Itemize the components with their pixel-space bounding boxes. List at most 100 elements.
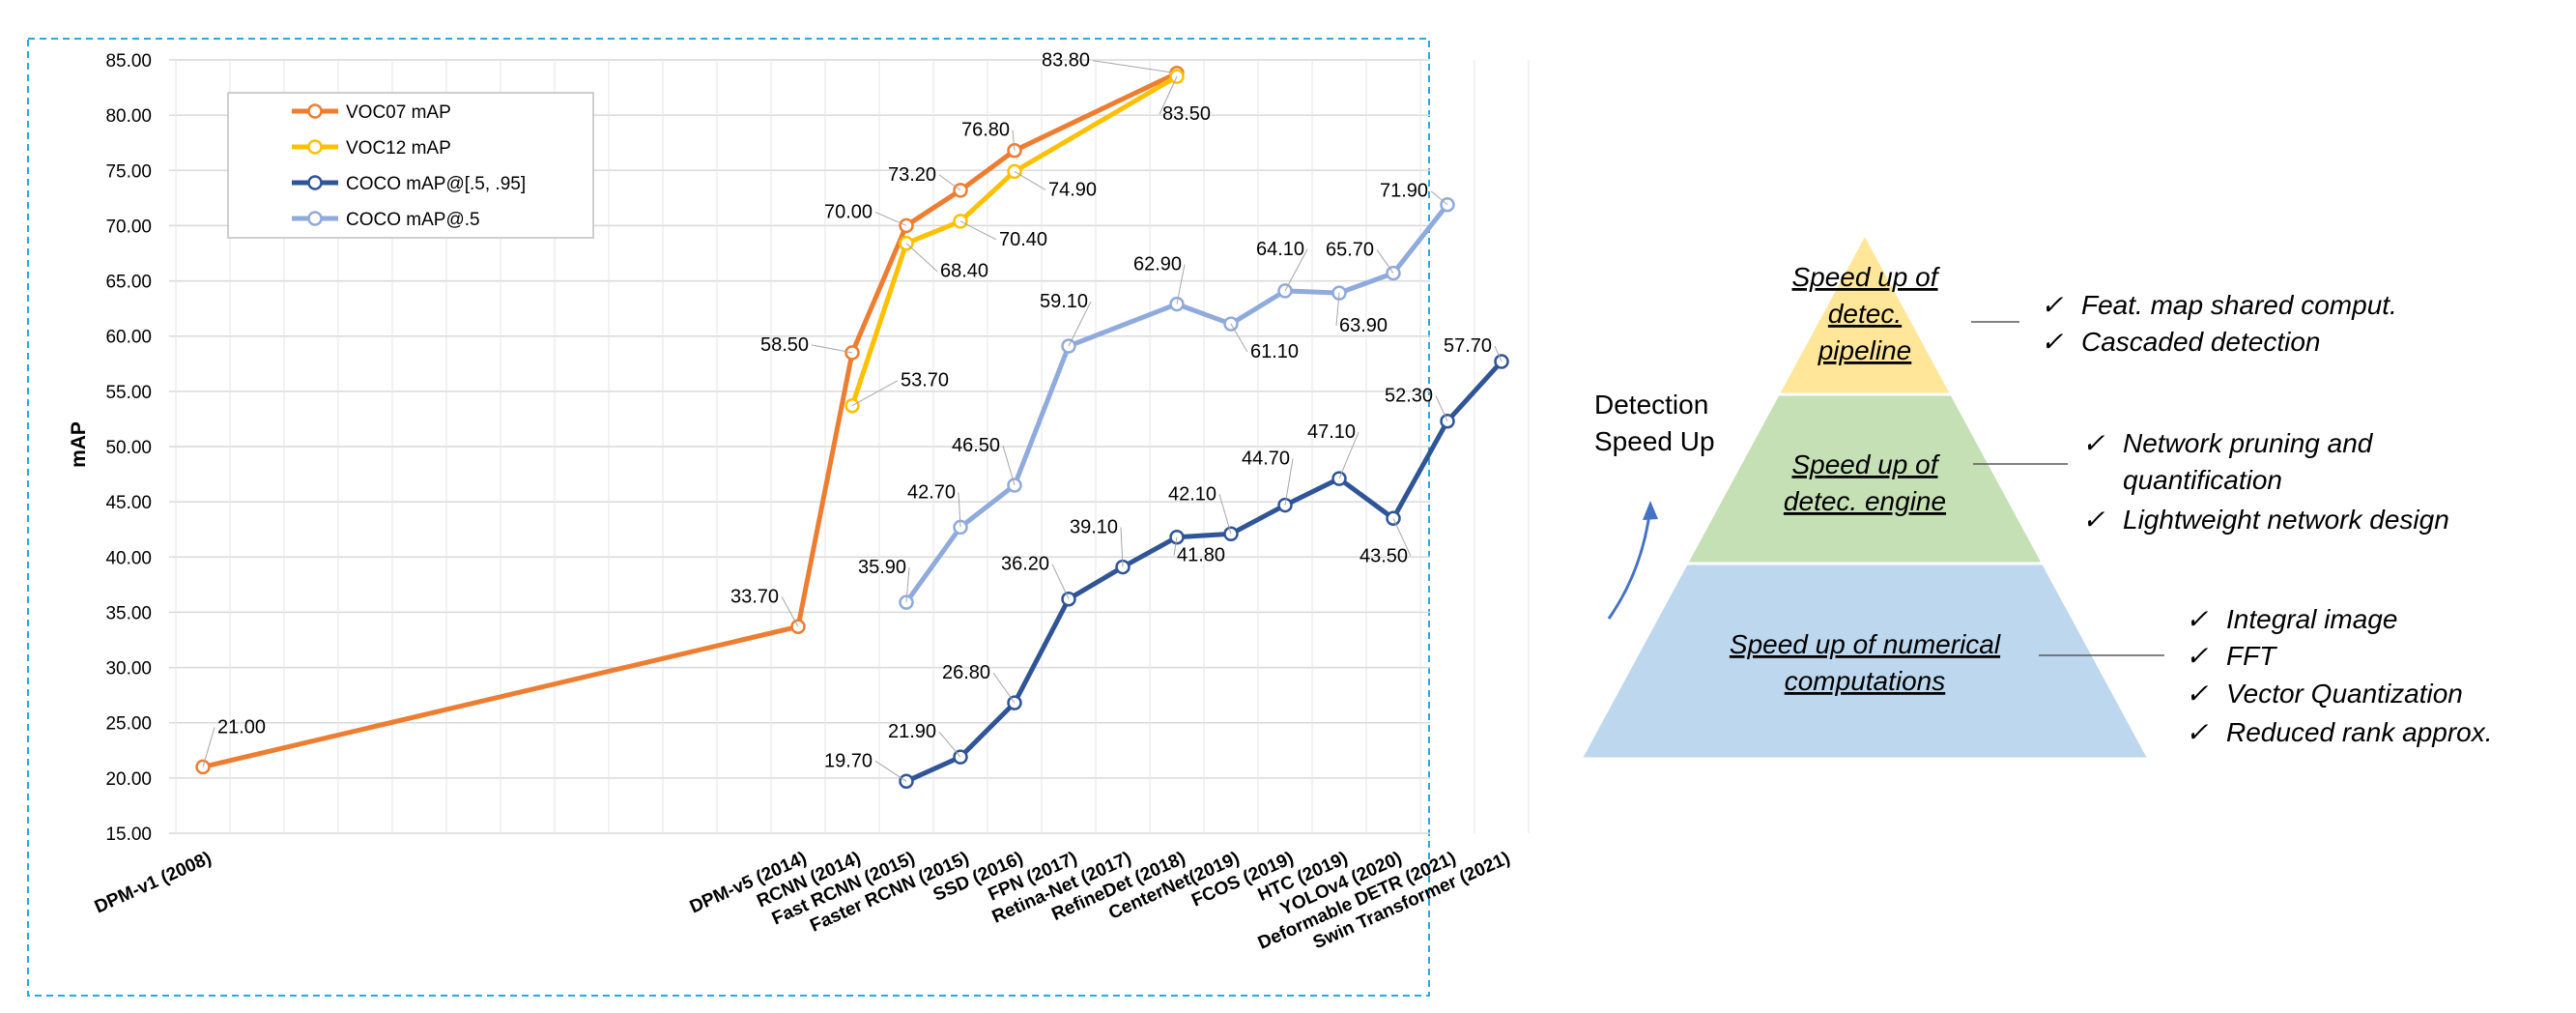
data-label: 35.90 <box>858 557 906 578</box>
y-tick-label: 65.00 <box>105 273 152 293</box>
leader-line <box>1176 264 1186 304</box>
y-tick-label: 55.00 <box>105 383 152 403</box>
leader-line <box>959 220 997 241</box>
leader-line <box>1002 445 1016 486</box>
leader-line <box>1218 494 1232 535</box>
data-label: 61.10 <box>1250 341 1299 362</box>
leader-line <box>811 344 853 354</box>
y-tick-label: 25.00 <box>105 714 152 735</box>
leader-line <box>1392 518 1412 557</box>
bullet-text: Integral image <box>2226 604 2397 634</box>
leader-line <box>1120 527 1124 567</box>
y-tick-label: 50.00 <box>105 438 152 458</box>
data-label: 62.90 <box>1133 254 1182 275</box>
data-label: 21.90 <box>888 721 936 742</box>
data-label: 44.70 <box>1242 449 1290 470</box>
data-label: 71.90 <box>1380 181 1428 202</box>
data-label: 70.40 <box>999 229 1047 250</box>
y-tick-label: 35.00 <box>105 603 152 623</box>
leader-line <box>202 727 215 767</box>
leader-line <box>1335 293 1340 327</box>
data-label: 74.90 <box>1048 179 1097 200</box>
leader-line <box>851 380 899 407</box>
leader-line <box>1173 536 1178 556</box>
check-icon: ✓ <box>2186 679 2209 709</box>
data-label: 59.10 <box>1040 291 1088 312</box>
pyramid-level <box>1578 562 2152 761</box>
leader-line <box>1376 249 1394 274</box>
pyramid-level-label: Speed up of numerical <box>1730 629 2001 659</box>
data-label: 21.00 <box>217 716 266 738</box>
bullet-text: Network pruning and <box>2123 428 2374 458</box>
data-label: 73.20 <box>888 164 936 186</box>
leader-line <box>958 492 961 528</box>
pyramid-level-label: computations <box>1785 666 1946 696</box>
data-label: 47.10 <box>1307 421 1356 443</box>
bullet-text: Vector Quantization <box>2226 679 2463 709</box>
x-tick-label: DPM-v1 (2008) <box>92 848 215 917</box>
line-chart: 15.00 20.00 25.00 30.00 35.00 40.00 45.00 50.00… <box>68 50 1530 954</box>
legend-label: COCO mAP@[.5, .95] <box>346 174 526 194</box>
y-tick-label: 75.00 <box>105 161 152 182</box>
legend-box <box>227 92 594 239</box>
leader-line <box>1092 60 1178 74</box>
data-label: 83.50 <box>1162 103 1211 125</box>
pyramid-level-label: detec. <box>1828 299 1902 329</box>
leader-line <box>1338 431 1360 479</box>
leader-line <box>905 243 938 273</box>
data-label: 76.80 <box>961 120 1010 141</box>
legend: VOC07 mAP VOC12 mAP COCO mAP@[.5, .95] COCO… <box>227 92 594 239</box>
leader-line <box>781 596 799 627</box>
leader-line <box>874 760 907 782</box>
check-icon: ✓ <box>2186 604 2209 634</box>
data-label: 46.50 <box>952 435 1000 456</box>
leader-line <box>1435 395 1448 421</box>
bullet-text: Reduced rank approx. <box>2226 717 2493 747</box>
y-tick-label: 40.00 <box>105 548 152 568</box>
leader-line <box>1014 170 1046 190</box>
legend-label: VOC12 mAP <box>346 138 451 159</box>
check-icon: ✓ <box>2041 327 2064 357</box>
data-label: 70.00 <box>824 201 873 222</box>
data-label: 58.50 <box>760 334 809 356</box>
leader-line <box>1284 248 1308 292</box>
data-label: 36.20 <box>1001 554 1049 575</box>
side-title-line1: Detection <box>1594 390 1708 420</box>
leader-line <box>938 174 961 191</box>
check-icon: ✓ <box>2186 717 2209 747</box>
data-label: 33.70 <box>730 586 779 607</box>
y-axis-label: mAP <box>68 421 90 468</box>
data-label: 39.10 <box>1070 517 1118 538</box>
data-label: 53.70 <box>901 370 949 391</box>
leader-line <box>1012 130 1016 151</box>
data-label: 68.40 <box>940 261 988 282</box>
check-icon: ✓ <box>2082 428 2105 458</box>
leader-line <box>1230 323 1248 353</box>
bullet-text: Feat. map shared comput. <box>2081 290 2397 320</box>
leader-line <box>1051 564 1070 599</box>
y-tick-label: 20.00 <box>105 769 152 790</box>
legend-marker <box>307 103 323 119</box>
data-label: 41.80 <box>1177 545 1225 566</box>
data-label: 57.70 <box>1444 335 1492 357</box>
y-tick-label: 70.00 <box>105 217 152 237</box>
data-label: 65.70 <box>1326 240 1374 261</box>
leader-line <box>1430 190 1448 206</box>
leader-line <box>874 211 907 226</box>
check-icon: ✓ <box>2041 290 2064 320</box>
check-icon: ✓ <box>2082 505 2105 535</box>
pyramid-level-label: Speed up of <box>1791 262 1940 292</box>
bullet-text: Cascaded detection <box>2081 327 2321 357</box>
bullet-text: FFT <box>2226 641 2277 671</box>
legend-label: COCO mAP@.5 <box>346 210 480 230</box>
leader-line <box>1494 345 1503 362</box>
legend-label: VOC07 mAP <box>346 102 451 123</box>
series-line <box>904 360 1503 784</box>
speedup-arrow <box>1607 506 1652 620</box>
y-tick-label: 60.00 <box>105 328 152 348</box>
pyramid-level-label: detec. engine <box>1784 486 1946 516</box>
y-tick-label: 80.00 <box>105 106 152 127</box>
bullet-text: Lightweight network design <box>2123 505 2449 535</box>
pyramid-level-label: pipeline <box>1818 335 1912 365</box>
arrow-head-icon <box>1643 501 1658 520</box>
